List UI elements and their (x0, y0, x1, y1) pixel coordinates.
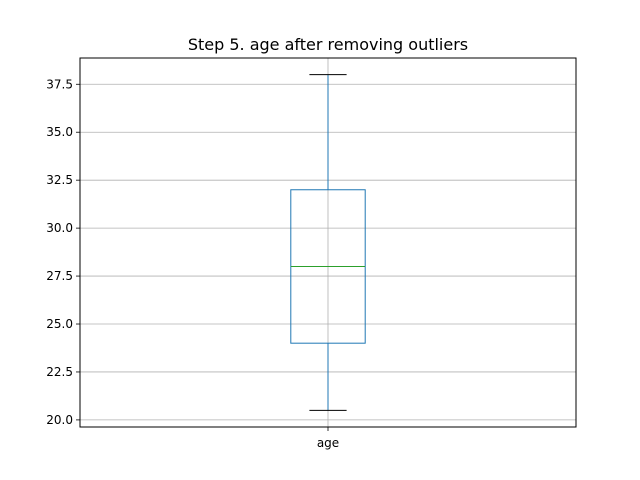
y-tick-label: 37.5 (46, 77, 73, 91)
y-tick-label: 30.0 (46, 221, 73, 235)
y-tick-label: 27.5 (46, 269, 73, 283)
plot-frame (79, 57, 577, 428)
chart-title: Step 5. age after removing outliers (188, 35, 468, 54)
y-tick-label: 22.5 (46, 365, 73, 379)
y-tick-label: 32.5 (46, 173, 73, 187)
x-axis-ticks: age (317, 427, 339, 450)
y-tick-label: 25.0 (46, 317, 73, 331)
x-tick-label: age (317, 436, 339, 450)
y-axis-ticks: 20.0 22.5 25.0 27.5 30.0 32.5 35.0 37.5 (46, 77, 80, 427)
boxes (290, 74, 366, 411)
y-tick-label: 20.0 (46, 413, 73, 427)
y-tick-label: 35.0 (46, 125, 73, 139)
